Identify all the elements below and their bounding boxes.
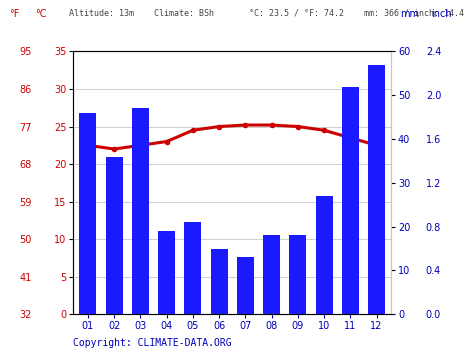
Bar — [237, 257, 254, 314]
Text: inch: inch — [431, 9, 452, 19]
Text: °C: °C — [36, 9, 47, 19]
Text: Copyright: CLIMATE-DATA.ORG: Copyright: CLIMATE-DATA.ORG — [73, 338, 232, 348]
Bar — [263, 235, 280, 314]
Bar — [342, 87, 359, 314]
Text: mm: mm — [401, 9, 419, 19]
Bar — [210, 248, 228, 314]
Bar — [106, 157, 123, 314]
Bar — [316, 196, 333, 314]
Bar — [289, 235, 306, 314]
Bar — [368, 65, 385, 314]
Bar — [184, 222, 201, 314]
Bar — [158, 231, 175, 314]
Text: °F: °F — [9, 9, 20, 19]
Text: Altitude: 13m    Climate: BSh       °C: 23.5 / °F: 74.2    mm: 366 / inch: 14.4: Altitude: 13m Climate: BSh °C: 23.5 / °F… — [69, 9, 464, 18]
Bar — [79, 113, 96, 314]
Bar — [132, 108, 149, 314]
